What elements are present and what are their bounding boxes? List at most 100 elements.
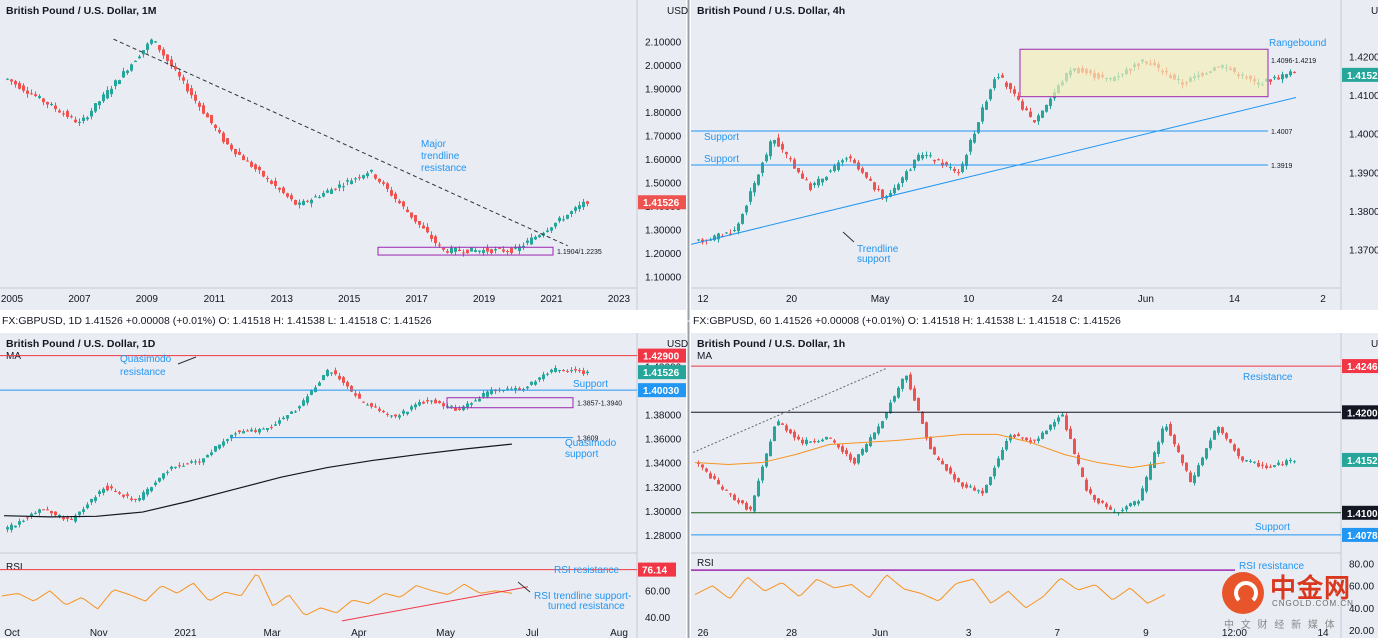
candle (1053, 422, 1056, 427)
daily-x-tick: Apr (351, 628, 367, 638)
candle (546, 373, 549, 375)
candle (961, 482, 964, 487)
candle (853, 458, 856, 464)
candle (885, 412, 888, 419)
candle (813, 183, 816, 186)
candle (1157, 442, 1160, 454)
rsi-resistance-text: RSI resistance (1239, 561, 1304, 572)
qm-arrow (177, 356, 197, 365)
rsi-trendline-text: RSI trendline support- (534, 591, 631, 602)
candle (266, 178, 269, 180)
candle (829, 437, 832, 439)
candle (166, 54, 169, 61)
candle (218, 444, 221, 449)
candle (1085, 479, 1088, 491)
candle (913, 388, 916, 401)
candle (969, 139, 972, 152)
monthly-y-tick: 2.00000 (645, 61, 682, 72)
candle (1201, 457, 1204, 466)
candle (1029, 111, 1032, 117)
candle (1081, 467, 1084, 477)
candle (893, 396, 896, 402)
candle (749, 191, 752, 202)
candle (1045, 104, 1048, 112)
monthly-x-tick: 2017 (406, 294, 429, 305)
candle (46, 509, 49, 511)
daily-x-tick: May (436, 628, 455, 638)
candle (1269, 466, 1272, 468)
candle (1125, 506, 1128, 510)
candle (841, 160, 844, 163)
candle (1257, 462, 1260, 467)
cngold-brand: 中金网 (1270, 573, 1352, 603)
candle (833, 165, 836, 171)
candle (114, 80, 117, 87)
h1-x-tick: 12:00 (1222, 628, 1247, 638)
candle (558, 370, 561, 372)
monthly-currency: USD (667, 6, 688, 17)
candle (1013, 435, 1016, 438)
monthly-y-tick: 1.50000 (645, 178, 682, 189)
daily-price-tag (638, 365, 686, 380)
candle (126, 70, 129, 73)
candle (1285, 460, 1288, 465)
candle (837, 443, 840, 448)
candle (386, 183, 389, 189)
monthly-y-tick: 2.10000 (645, 37, 682, 48)
candle (777, 137, 780, 147)
level-tag (638, 348, 686, 363)
candle (733, 230, 736, 232)
candle (1109, 506, 1112, 510)
candle (182, 465, 185, 467)
major-trendline-label: trendline (421, 151, 460, 162)
candle (270, 180, 273, 184)
h1-x-tick: 26 (697, 628, 709, 638)
candle (973, 487, 976, 491)
trendline-support-label: support (857, 254, 891, 265)
h4-y-tick: 1.41000 (1349, 91, 1378, 102)
candle (909, 169, 912, 171)
candle (330, 372, 333, 374)
candle (34, 94, 37, 96)
candle (258, 429, 261, 433)
candle (1261, 464, 1264, 466)
candle (941, 162, 944, 166)
candle (1001, 449, 1004, 460)
candle (1061, 414, 1064, 417)
daily-rsi-label: RSI (6, 562, 23, 573)
monthly-x-tick: 2023 (608, 294, 631, 305)
support-label: Support (704, 154, 739, 165)
candle (1165, 426, 1168, 431)
support-value: 1.3919 (1271, 163, 1293, 170)
candle (242, 155, 245, 161)
candle (50, 104, 53, 106)
candle (290, 411, 293, 414)
candle (566, 214, 569, 219)
candle (797, 167, 800, 173)
candle (366, 173, 369, 177)
range-label: Rangebound (1269, 38, 1326, 49)
candle (785, 425, 788, 431)
candle (909, 374, 912, 390)
candle (342, 377, 345, 383)
candle (14, 525, 17, 528)
candle (506, 388, 509, 390)
candle (426, 226, 429, 233)
candle (558, 217, 561, 222)
candle (474, 400, 477, 402)
candle (801, 173, 804, 179)
candle (701, 464, 704, 468)
candle (62, 113, 65, 115)
candle (222, 132, 225, 143)
candle (466, 403, 469, 408)
candle (74, 515, 77, 522)
daily-y-tick: 1.28000 (645, 531, 682, 542)
level-tag-label: 1.42000 (1347, 408, 1378, 419)
candle (1049, 98, 1052, 107)
h1-candles (697, 372, 1296, 516)
candle (470, 403, 473, 405)
monthly-y-tick: 1.90000 (645, 84, 682, 95)
candle (322, 193, 325, 197)
